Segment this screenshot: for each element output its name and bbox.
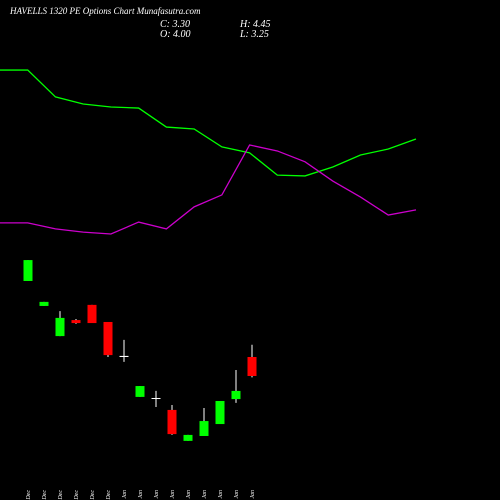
chart-title: HAVELLS 1320 PE Options Chart Munafasutr… (9, 6, 201, 16)
x-tick-label: 31 Dec (106, 490, 112, 500)
candle-body (71, 320, 81, 324)
line-series (0, 144, 417, 235)
candle-body (231, 390, 241, 400)
candle-body (135, 386, 145, 397)
candle-body (87, 304, 97, 324)
line-series (0, 69, 417, 177)
x-tick-label: 30 Dec (90, 490, 96, 500)
candle-body (167, 409, 177, 435)
x-tick-label: 06 Jan (170, 490, 176, 500)
candle-body (103, 321, 113, 356)
candle-body (55, 317, 65, 337)
x-tick-label: 19 Dec (26, 490, 32, 500)
candle-body (39, 301, 49, 306)
x-tick-label: 24 Dec (41, 490, 48, 500)
candle-body (151, 397, 161, 399)
candle-body (23, 260, 33, 281)
low-label: L: 3.25 (239, 29, 269, 40)
candle-body (199, 421, 209, 436)
close-label: C: 3.30 (160, 19, 190, 30)
candle-body (247, 356, 257, 376)
x-tick-label: 02 Jan (138, 490, 144, 500)
x-tick-label: 13 Jan (250, 490, 256, 500)
x-tick-label: 01 Jan (122, 490, 128, 500)
x-tick-label: 10 Jan (234, 490, 240, 500)
x-tick-label: 07 Jan (186, 490, 192, 500)
x-tick-label: 26 Dec (58, 490, 64, 500)
x-tick-label: 03 Jan (154, 490, 160, 500)
x-tick-label: 09 Jan (218, 490, 224, 500)
candle-body (215, 400, 225, 425)
open-label: O: 4.00 (160, 29, 191, 40)
high-label: H: 4.45 (239, 19, 271, 30)
candle-body (183, 434, 193, 441)
x-tick-label: 08 Jan (202, 490, 208, 500)
candle-body (119, 355, 129, 357)
x-tick-label: 27 Dec (74, 490, 80, 500)
